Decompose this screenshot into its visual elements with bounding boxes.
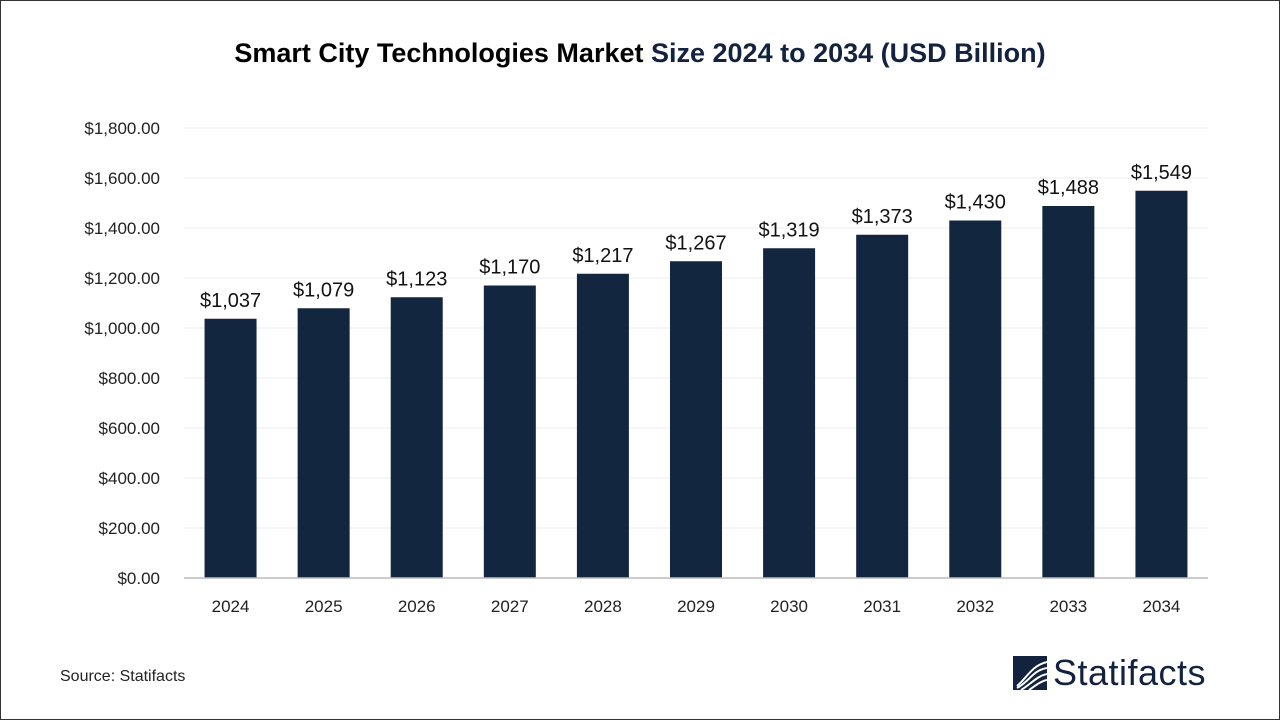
data-label: $1,217 <box>572 245 633 267</box>
bar <box>390 297 443 578</box>
statifacts-logo-icon <box>1013 656 1047 690</box>
y-tick-label: $800.00 <box>99 369 160 388</box>
x-tick-label: 2024 <box>212 597 250 616</box>
data-label: $1,267 <box>665 232 726 254</box>
data-label: $1,373 <box>852 206 913 228</box>
x-tick-label: 2028 <box>584 597 622 616</box>
bar <box>856 234 909 578</box>
data-label: $1,488 <box>1038 177 1099 199</box>
x-tick-label: 2033 <box>1049 597 1087 616</box>
data-label: $1,079 <box>293 279 354 301</box>
data-label: $1,037 <box>200 290 261 312</box>
data-label: $1,430 <box>945 192 1006 214</box>
data-label: $1,319 <box>759 219 820 241</box>
x-tick-label: 2029 <box>677 597 715 616</box>
bar <box>576 273 629 578</box>
x-tick-label: 2032 <box>956 597 994 616</box>
x-tick-label: 2031 <box>863 597 901 616</box>
data-label: $1,170 <box>479 257 540 279</box>
y-tick-label: $1,200.00 <box>84 269 160 288</box>
bar <box>204 318 257 578</box>
x-tick-label: 2025 <box>305 597 343 616</box>
source-note: Source: Statifacts <box>60 668 186 685</box>
bar <box>297 308 350 578</box>
logo-text: Statifacts <box>1053 652 1207 693</box>
statifacts-logo: Statifacts <box>1013 652 1206 694</box>
chart-title: Smart City Technologies Market Size 2024… <box>0 38 1280 69</box>
x-tick-label: 2026 <box>398 597 436 616</box>
y-tick-label: $1,800.00 <box>84 119 160 138</box>
y-tick-label: $400.00 <box>99 469 160 488</box>
x-tick-label: 2027 <box>491 597 529 616</box>
y-tick-label: $0.00 <box>117 569 160 588</box>
x-tick-label: 2034 <box>1143 597 1181 616</box>
x-tick-label: 2030 <box>770 597 808 616</box>
bar <box>1042 206 1095 578</box>
bar <box>763 248 816 578</box>
y-tick-label: $1,400.00 <box>84 219 160 238</box>
bar <box>949 220 1002 578</box>
title-part-1: Smart City Technologies Market <box>234 38 644 68</box>
bar <box>670 261 722 578</box>
data-label: $1,123 <box>386 268 447 290</box>
bar <box>1135 190 1188 578</box>
y-tick-label: $200.00 <box>99 519 160 538</box>
y-tick-label: $1,000.00 <box>84 319 160 338</box>
data-label: $1,549 <box>1131 162 1192 184</box>
y-tick-label: $600.00 <box>99 419 160 438</box>
y-tick-label: $1,600.00 <box>84 169 160 188</box>
title-part-2: Size 2024 to 2034 (USD Billion) <box>651 38 1046 68</box>
bar <box>483 285 536 578</box>
